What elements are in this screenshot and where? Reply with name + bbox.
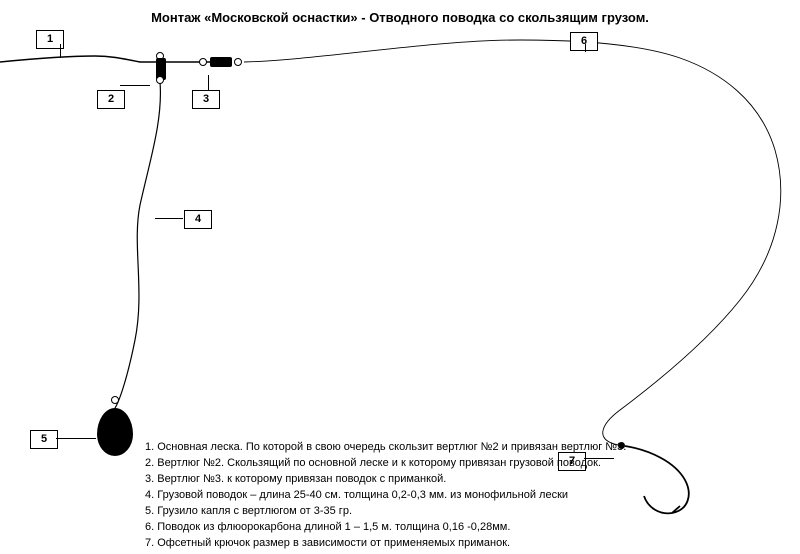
legend-item-2: 2. Вертлюг №2. Скользящий по основной ле… xyxy=(145,456,626,472)
legend-item-6: 6. Поводок из флюорокарбона длиной 1 – 1… xyxy=(145,520,626,536)
swivel3-ring-right xyxy=(234,58,242,66)
legend: 1. Основная леска. По которой в свою оче… xyxy=(145,440,626,552)
legend-item-7: 7. Офсетный крючок размер в зависимости … xyxy=(145,536,626,552)
swivel2-ring-bottom xyxy=(156,76,164,84)
legend-item-5: 5. Грузило капля с вертлюгом от 3-35 гр. xyxy=(145,504,626,520)
sinker-leader-line xyxy=(115,82,160,408)
leader-4 xyxy=(155,218,183,219)
fluoro-leader-line xyxy=(244,40,781,445)
main-line xyxy=(0,56,222,62)
leader-3 xyxy=(208,75,209,90)
legend-item-3: 3. Вертлюг №3. к которому привязан повод… xyxy=(145,472,626,488)
leader-5 xyxy=(56,438,96,439)
swivel3-body xyxy=(210,57,232,67)
label-5: 5 xyxy=(30,430,58,449)
legend-item-4: 4. Грузовой поводок – длина 25-40 см. то… xyxy=(145,488,626,504)
label-2: 2 xyxy=(97,90,125,109)
label-4: 4 xyxy=(184,210,212,229)
sinker xyxy=(97,408,133,456)
hook-shape xyxy=(625,446,689,513)
legend-item-1: 1. Основная леска. По которой в свою оче… xyxy=(145,440,626,456)
leader-6 xyxy=(585,44,586,52)
sinker-swivel-ring xyxy=(111,396,119,404)
leader-2 xyxy=(120,85,150,86)
diagram-title: Монтаж «Московской оснастки» - Отводного… xyxy=(0,10,800,25)
label-3: 3 xyxy=(192,90,220,109)
leader-1 xyxy=(60,44,61,58)
swivel3-ring-left xyxy=(199,58,207,66)
